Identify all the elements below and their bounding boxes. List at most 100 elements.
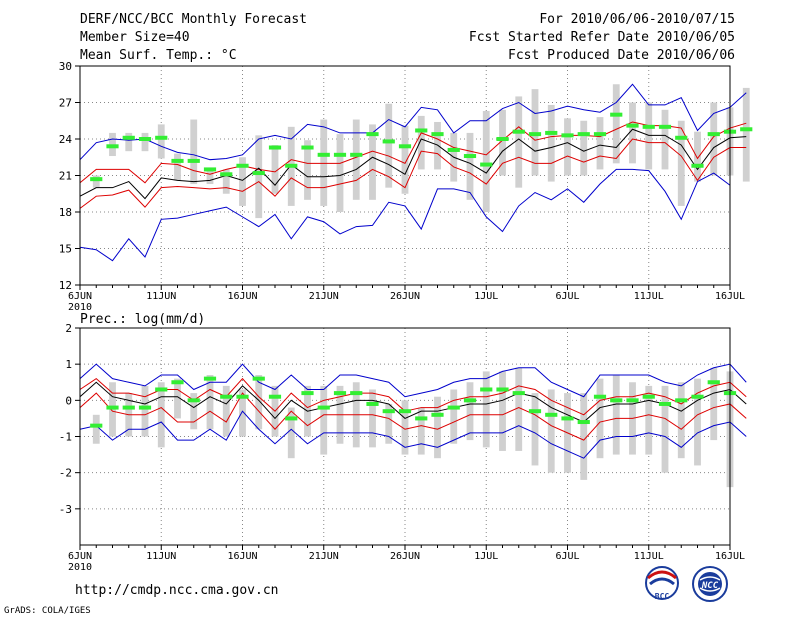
x-tick-year-label: 2010 [68, 302, 92, 313]
x-tick-label: 11JUL [634, 291, 664, 302]
median-marker [382, 409, 395, 414]
median-marker [106, 144, 119, 149]
ensemble-box [352, 119, 360, 200]
median-marker [366, 401, 379, 406]
median-marker [350, 391, 363, 396]
ensemble-box [596, 378, 604, 459]
median-marker [675, 398, 688, 403]
ensemble-box [239, 389, 246, 437]
median-marker [512, 391, 525, 396]
median-marker [203, 167, 217, 172]
ensemble-box [547, 104, 555, 182]
median-marker [252, 171, 265, 176]
median-marker [317, 405, 330, 410]
median-marker [333, 152, 347, 157]
median-marker [577, 420, 590, 425]
ensemble-box [287, 407, 295, 459]
median-marker [90, 423, 103, 428]
ensemble-box [369, 124, 376, 200]
median-marker [431, 412, 444, 417]
x-tick-label: 6JUL [555, 551, 579, 562]
median-marker [203, 376, 217, 381]
median-marker [447, 405, 460, 410]
ensemble-box [385, 403, 393, 444]
ensemble-box [174, 378, 181, 419]
ensemble-box [515, 367, 523, 451]
median-marker [317, 152, 330, 157]
median-marker [138, 405, 152, 410]
median-marker [496, 137, 509, 141]
series-line-mean [79, 128, 747, 200]
ensemble-box [125, 132, 133, 152]
median-marker [480, 387, 493, 392]
ensemble-box [92, 414, 100, 444]
median-marker [658, 401, 672, 406]
member-size: Member Size=40 [80, 30, 190, 45]
ensemble-box [612, 84, 620, 164]
ensemble-box [417, 407, 425, 455]
median-marker [90, 177, 103, 182]
ensemble-box [629, 102, 636, 164]
x-tick-label: 26JUN [390, 551, 420, 562]
median-marker [268, 145, 282, 150]
median-marker [740, 127, 753, 132]
started-refer-date: Fcst Started Refer Date 2010/06/05 [469, 30, 735, 45]
ensemble-box [206, 375, 214, 430]
median-marker [561, 416, 574, 421]
series-line-mean_plus_sd [79, 121, 747, 184]
median-marker [350, 152, 363, 157]
ensemble-box [482, 371, 490, 448]
x-tick-label: 16JUL [715, 551, 745, 562]
median-marker [512, 129, 525, 134]
median-marker [561, 133, 574, 138]
forecast-period: For 2010/06/06-2010/07/15 [539, 12, 735, 27]
ensemble-box [499, 371, 506, 451]
ensemble-box [499, 109, 506, 176]
ensemble-box [450, 389, 458, 444]
median-marker [187, 158, 200, 163]
y-tick-label: -1 [59, 431, 72, 444]
ensemble-box [580, 393, 588, 480]
y-tick-label: 1 [65, 358, 72, 371]
y-tick-label: 24 [59, 133, 73, 146]
ensemble-box [710, 367, 718, 441]
median-marker [675, 135, 688, 140]
source-url[interactable]: http://cmdp.ncc.cma.gov.cn [75, 583, 279, 598]
ensemble-box [255, 135, 263, 219]
x-tick-year-label: 2010 [68, 562, 92, 573]
ensemble-box [239, 157, 246, 206]
ensemble-box [596, 117, 604, 170]
ensemble-box [304, 140, 311, 200]
ensemble-box [401, 125, 409, 194]
ensemble-box [677, 120, 685, 206]
ensemble-box [401, 400, 409, 455]
median-marker [577, 132, 590, 137]
median-marker [626, 398, 639, 403]
ensemble-box [385, 103, 393, 188]
ensemble-box [612, 375, 620, 455]
ensemble-box [206, 168, 214, 185]
ensemble-box [466, 132, 474, 200]
median-marker [415, 128, 428, 133]
median-marker [220, 394, 233, 399]
median-marker [528, 132, 542, 137]
x-tick-label: 16JUN [227, 291, 257, 302]
median-marker [707, 380, 720, 385]
median-marker [463, 154, 477, 159]
x-tick-label: 16JUL [715, 291, 745, 302]
median-marker [398, 144, 412, 149]
median-marker [463, 398, 477, 403]
median-marker [171, 158, 184, 163]
y-tick-label: 21 [59, 170, 72, 183]
ensemble-box [694, 378, 701, 466]
ensemble-box [434, 396, 441, 459]
series-line-min [79, 168, 731, 262]
ensemble-box [92, 175, 100, 188]
ensemble-box [645, 385, 653, 455]
x-tick-label: 11JUN [146, 551, 176, 562]
series-line-max [79, 83, 747, 161]
bcc-logo: BCC [645, 566, 679, 601]
median-marker [301, 391, 314, 396]
ensemble-box [580, 120, 588, 176]
